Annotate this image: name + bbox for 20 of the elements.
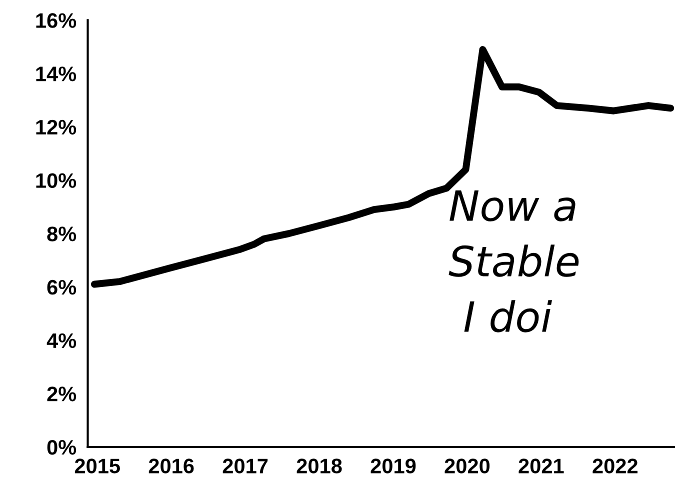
y-tick-label: 6% xyxy=(47,280,76,295)
y-tick-label: 12% xyxy=(36,120,76,135)
annotation: I doi xyxy=(464,300,552,332)
x-tick-label: 2016 xyxy=(148,458,194,474)
x-tick-label: 2021 xyxy=(518,458,564,474)
x-tick-label: 2022 xyxy=(592,458,638,474)
y-tick-label: 14% xyxy=(36,66,76,82)
y-tick-label: 2% xyxy=(47,386,76,402)
y-tick-label: 16% xyxy=(36,13,76,28)
y-tick-label: 10% xyxy=(36,173,76,188)
y-tick-label: 0% xyxy=(47,440,76,455)
y-tick-label: 4% xyxy=(46,333,76,348)
x-tick-label: 2018 xyxy=(296,458,342,474)
annotation: Stable xyxy=(448,244,579,277)
x-tick-label: 2015 xyxy=(74,458,120,474)
y-tick-label: 8% xyxy=(47,226,76,242)
annotation: Now a xyxy=(450,190,576,222)
x-tick-label: 2019 xyxy=(370,458,416,474)
x-tick-label: 2017 xyxy=(222,458,268,474)
x-tick-label: 2020 xyxy=(444,458,490,474)
